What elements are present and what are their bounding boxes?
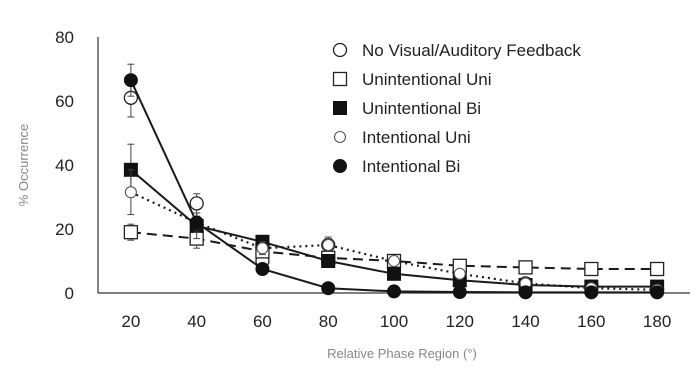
x-tick-label: 140	[511, 312, 539, 331]
series-0-point	[332, 42, 348, 58]
legend-item: Intentional Bi	[333, 157, 460, 176]
series-3-point	[124, 186, 137, 199]
x-tick-labels: 20 40 60 80 100 120 140 160 180	[121, 312, 671, 331]
y-axis-label: % Occurrence	[16, 124, 31, 206]
series-4-point	[189, 215, 204, 230]
series-4-point	[452, 285, 467, 300]
series-4-point	[650, 285, 665, 300]
series-3-point	[453, 267, 466, 280]
series-4-point	[518, 285, 533, 300]
x-tick-label: 120	[446, 312, 474, 331]
x-tick-label: 80	[319, 312, 338, 331]
y-tick-label: 80	[55, 28, 74, 47]
series-0-point	[189, 196, 204, 211]
series-4-point	[123, 73, 138, 88]
series-4-point	[255, 262, 270, 276]
series-3-point	[387, 254, 401, 268]
y-tick-label: 20	[55, 220, 74, 239]
legend-label: Unintentional Bi	[362, 99, 481, 118]
legend-label: No Visual/Auditory Feedback	[362, 41, 581, 60]
x-tick-label: 160	[577, 312, 605, 331]
y-tick-label: 0	[65, 284, 74, 303]
series-layer	[123, 63, 665, 300]
series-4	[123, 63, 665, 300]
x-tick-label: 20	[121, 312, 140, 331]
series-1-point	[584, 261, 599, 277]
series-1-point	[123, 225, 139, 240]
series-1-point	[332, 71, 348, 87]
x-axis-label: Relative Phase Region (°)	[327, 346, 477, 361]
series-3-point	[333, 130, 347, 144]
series-1-point	[518, 260, 533, 275]
x-tick-label: 100	[380, 312, 408, 331]
series-3-point	[256, 242, 269, 255]
series-4-point	[333, 159, 347, 173]
legend-item: Unintentional Bi	[333, 99, 481, 118]
y-tick-label: 40	[55, 156, 74, 175]
y-tick-label: 60	[55, 92, 74, 111]
series-1-point	[649, 261, 665, 277]
legend-label: Unintentional Uni	[362, 70, 491, 89]
x-tick-label: 60	[253, 312, 272, 331]
series-3-point	[322, 238, 335, 252]
legend-item: No Visual/Auditory Feedback	[332, 41, 581, 60]
legend-item: Intentional Uni	[333, 128, 471, 147]
x-tick-label: 40	[187, 312, 206, 331]
series-2-point	[321, 254, 336, 268]
legend: No Visual/Auditory Feedback Unintentional…	[332, 41, 581, 176]
legend-label: Intentional Uni	[362, 128, 471, 147]
series-4-point	[584, 285, 599, 300]
legend-item: Unintentional Uni	[332, 70, 491, 89]
x-tick-label: 180	[643, 312, 671, 331]
series-2-point	[333, 101, 347, 115]
series-4-point	[321, 281, 336, 296]
legend-label: Intentional Bi	[362, 157, 460, 176]
series-2-point	[387, 266, 401, 281]
series-4-point	[387, 284, 401, 299]
y-tick-labels: 0 20 40 60 80	[55, 28, 74, 303]
